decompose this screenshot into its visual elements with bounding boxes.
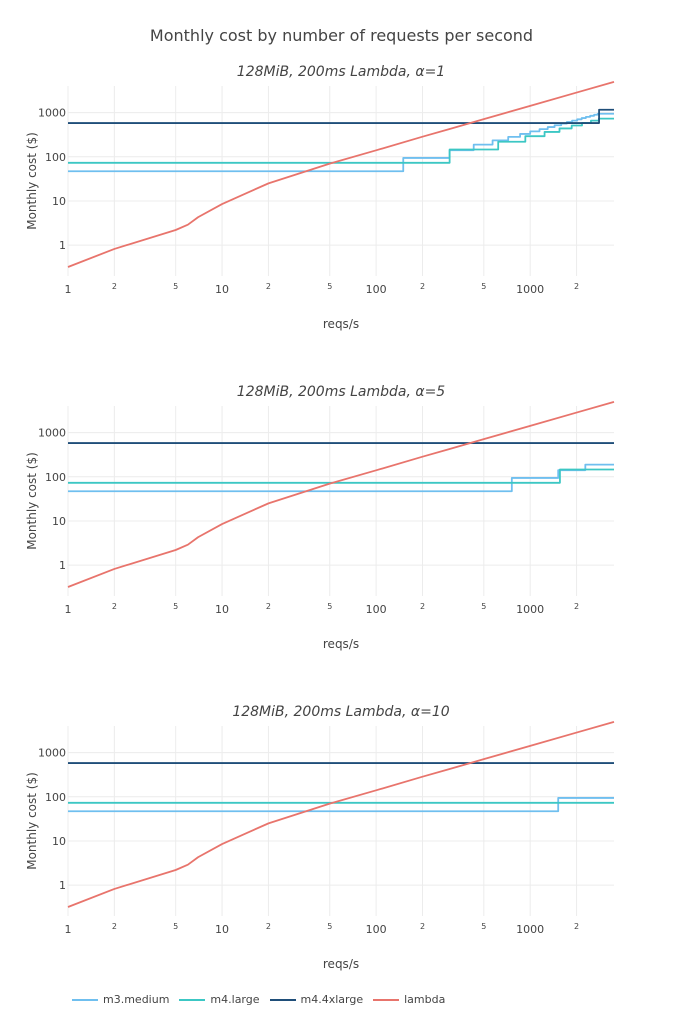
y-tick-label: 10 <box>52 515 66 528</box>
y-tick-label: 1 <box>59 239 66 252</box>
x-axis-title: reqs/s <box>323 957 359 971</box>
x-tick-label: 5 <box>327 922 332 931</box>
x-tick-label: 2 <box>112 602 117 611</box>
chart-title: 128MiB, 200ms Lambda, α=5 <box>237 384 446 400</box>
x-tick-label: 100 <box>366 283 387 296</box>
chart-panel-1: 128MiB, 200ms Lambda, α=1 1 2 5 10 2 5 100 2 5 100… <box>25 64 615 331</box>
y-tick-label: 1000 <box>38 107 66 120</box>
x-tick-label: 10 <box>215 923 229 936</box>
legend-swatch <box>373 998 400 1001</box>
charts-area: 128MiB, 200ms Lambda, α=1 1 2 5 10 2 5 100 2 5 100… <box>25 64 615 971</box>
y-tick-label: 10 <box>52 835 66 848</box>
legend-label: m4.large <box>210 993 260 1006</box>
legend-label: lambda <box>404 993 446 1006</box>
legend-label: m4.4xlarge <box>300 993 364 1006</box>
y-tick-label: 100 <box>45 471 66 484</box>
y-axis-title: Monthly cost ($) <box>25 132 39 230</box>
x-tick-label: 1000 <box>516 603 544 616</box>
chart-title: 128MiB, 200ms Lambda, α=1 <box>237 64 445 80</box>
x-tick-label: 1 <box>65 283 72 296</box>
y-tick-label: 1 <box>59 559 66 572</box>
x-tick-label: 2 <box>574 602 579 611</box>
series-line-lambda <box>67 400 615 588</box>
y-tick-label: 100 <box>45 791 66 804</box>
series-line-lambda <box>67 80 615 268</box>
series-line-m3-medium <box>68 463 614 493</box>
x-tick-label: 10 <box>215 283 229 296</box>
x-tick-label: 5 <box>481 602 486 611</box>
legend-swatch <box>269 998 296 1001</box>
series-line-m3-medium <box>68 112 614 173</box>
series-line-m3-medium <box>68 797 614 813</box>
x-tick-label: 100 <box>366 603 387 616</box>
chart-title: 128MiB, 200ms Lambda, α=10 <box>232 704 449 720</box>
x-tick-label: 5 <box>481 282 486 291</box>
x-tick-label: 10 <box>215 603 229 616</box>
x-tick-label: 2 <box>266 922 271 931</box>
y-tick-label: 1000 <box>38 427 66 440</box>
x-tick-label: 1000 <box>516 923 544 936</box>
chart-panel-2: 128MiB, 200ms Lambda, α=5 1 2 5 10 2 5 100 2 5 100… <box>25 384 615 651</box>
x-tick-label: 5 <box>327 602 332 611</box>
y-tick-label: 10 <box>52 195 66 208</box>
x-tick-label: 2 <box>420 602 425 611</box>
y-axis-title: Monthly cost ($) <box>25 452 39 550</box>
x-tick-label: 5 <box>481 922 486 931</box>
x-tick-label: 5 <box>327 282 332 291</box>
y-tick-label: 1 <box>59 879 66 892</box>
chart-panel-3: 128MiB, 200ms Lambda, α=10 1 2 5 10 2 5 100 2 5 10… <box>25 704 615 971</box>
x-axis-title: reqs/s <box>323 317 359 331</box>
x-tick-label: 2 <box>112 282 117 291</box>
legend-label: m3.medium <box>103 993 170 1006</box>
legend-item-m4-4xlarge[interactable]: m4.4xlarge <box>269 993 364 1006</box>
series-line-m4-large <box>68 468 614 484</box>
x-tick-label: 5 <box>173 602 178 611</box>
x-axis-title: reqs/s <box>323 637 359 651</box>
x-tick-label: 1 <box>65 603 72 616</box>
x-tick-label: 1 <box>65 923 72 936</box>
series-line-lambda <box>67 720 615 908</box>
legend-item-lambda[interactable]: lambda <box>373 993 445 1006</box>
legend: m3.medium m4.large m4.4xlarge lambda <box>72 993 445 1006</box>
x-tick-label: 5 <box>173 282 178 291</box>
figure-title: Monthly cost by number of requests per s… <box>149 26 534 45</box>
x-tick-label: 2 <box>266 602 271 611</box>
x-tick-label: 2 <box>420 922 425 931</box>
legend-item-m3-medium[interactable]: m3.medium <box>72 993 169 1006</box>
x-tick-label: 5 <box>173 922 178 931</box>
series-line-m4-4xlarge <box>68 108 614 124</box>
x-tick-label: 2 <box>266 282 271 291</box>
x-tick-label: 2 <box>112 922 117 931</box>
y-tick-label: 1000 <box>38 747 66 760</box>
series-line-m4-large <box>68 117 614 164</box>
x-tick-label: 100 <box>366 923 387 936</box>
x-tick-label: 1000 <box>516 283 544 296</box>
x-tick-label: 2 <box>420 282 425 291</box>
legend-swatch <box>72 998 98 1001</box>
y-tick-label: 100 <box>45 151 66 164</box>
x-tick-label: 2 <box>574 282 579 291</box>
x-tick-label: 2 <box>574 922 579 931</box>
y-axis-title: Monthly cost ($) <box>25 772 39 870</box>
legend-swatch <box>179 998 206 1001</box>
legend-item-m4-large[interactable]: m4.large <box>179 993 260 1006</box>
